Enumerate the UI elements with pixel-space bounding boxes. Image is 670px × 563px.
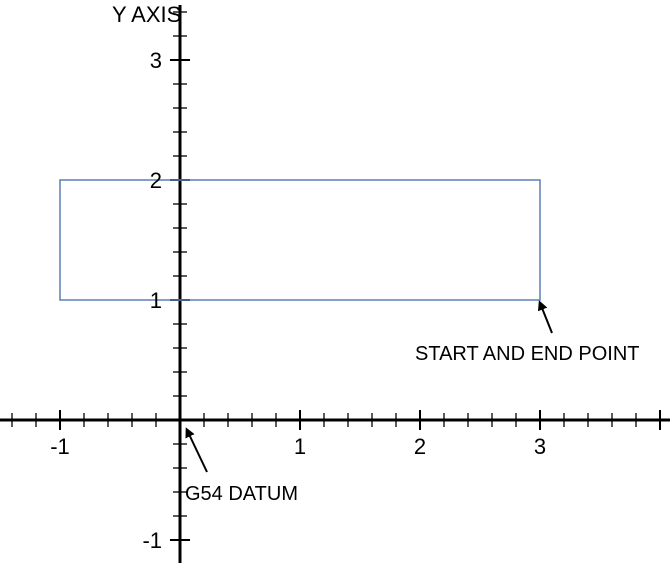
y-tick-label: 1 xyxy=(150,288,162,313)
tool-path-rectangle xyxy=(60,180,540,300)
x-tick-label: 2 xyxy=(414,434,426,459)
g54-datum-arrow xyxy=(187,430,207,472)
axis-ticks xyxy=(12,12,660,540)
labels: -1123-1123X AXISY AXIS xyxy=(50,2,670,553)
annotations: START AND END POINT G54 DATUM xyxy=(185,303,639,505)
x-tick-label: -1 xyxy=(50,434,70,459)
start-end-label: START AND END POINT xyxy=(415,343,639,365)
y-tick-label: 2 xyxy=(150,168,162,193)
y-axis-label: Y AXIS xyxy=(112,2,181,27)
x-tick-label: 1 xyxy=(294,434,306,459)
start-end-arrow xyxy=(540,303,552,333)
coordinate-diagram: -1123-1123X AXISY AXIS START AND END POI… xyxy=(0,0,670,563)
shapes xyxy=(60,180,540,300)
axes xyxy=(0,5,670,563)
y-tick-label: 3 xyxy=(150,48,162,73)
g54-datum-label: G54 DATUM xyxy=(185,483,298,505)
y-tick-label: -1 xyxy=(142,528,162,553)
x-tick-label: 3 xyxy=(534,434,546,459)
